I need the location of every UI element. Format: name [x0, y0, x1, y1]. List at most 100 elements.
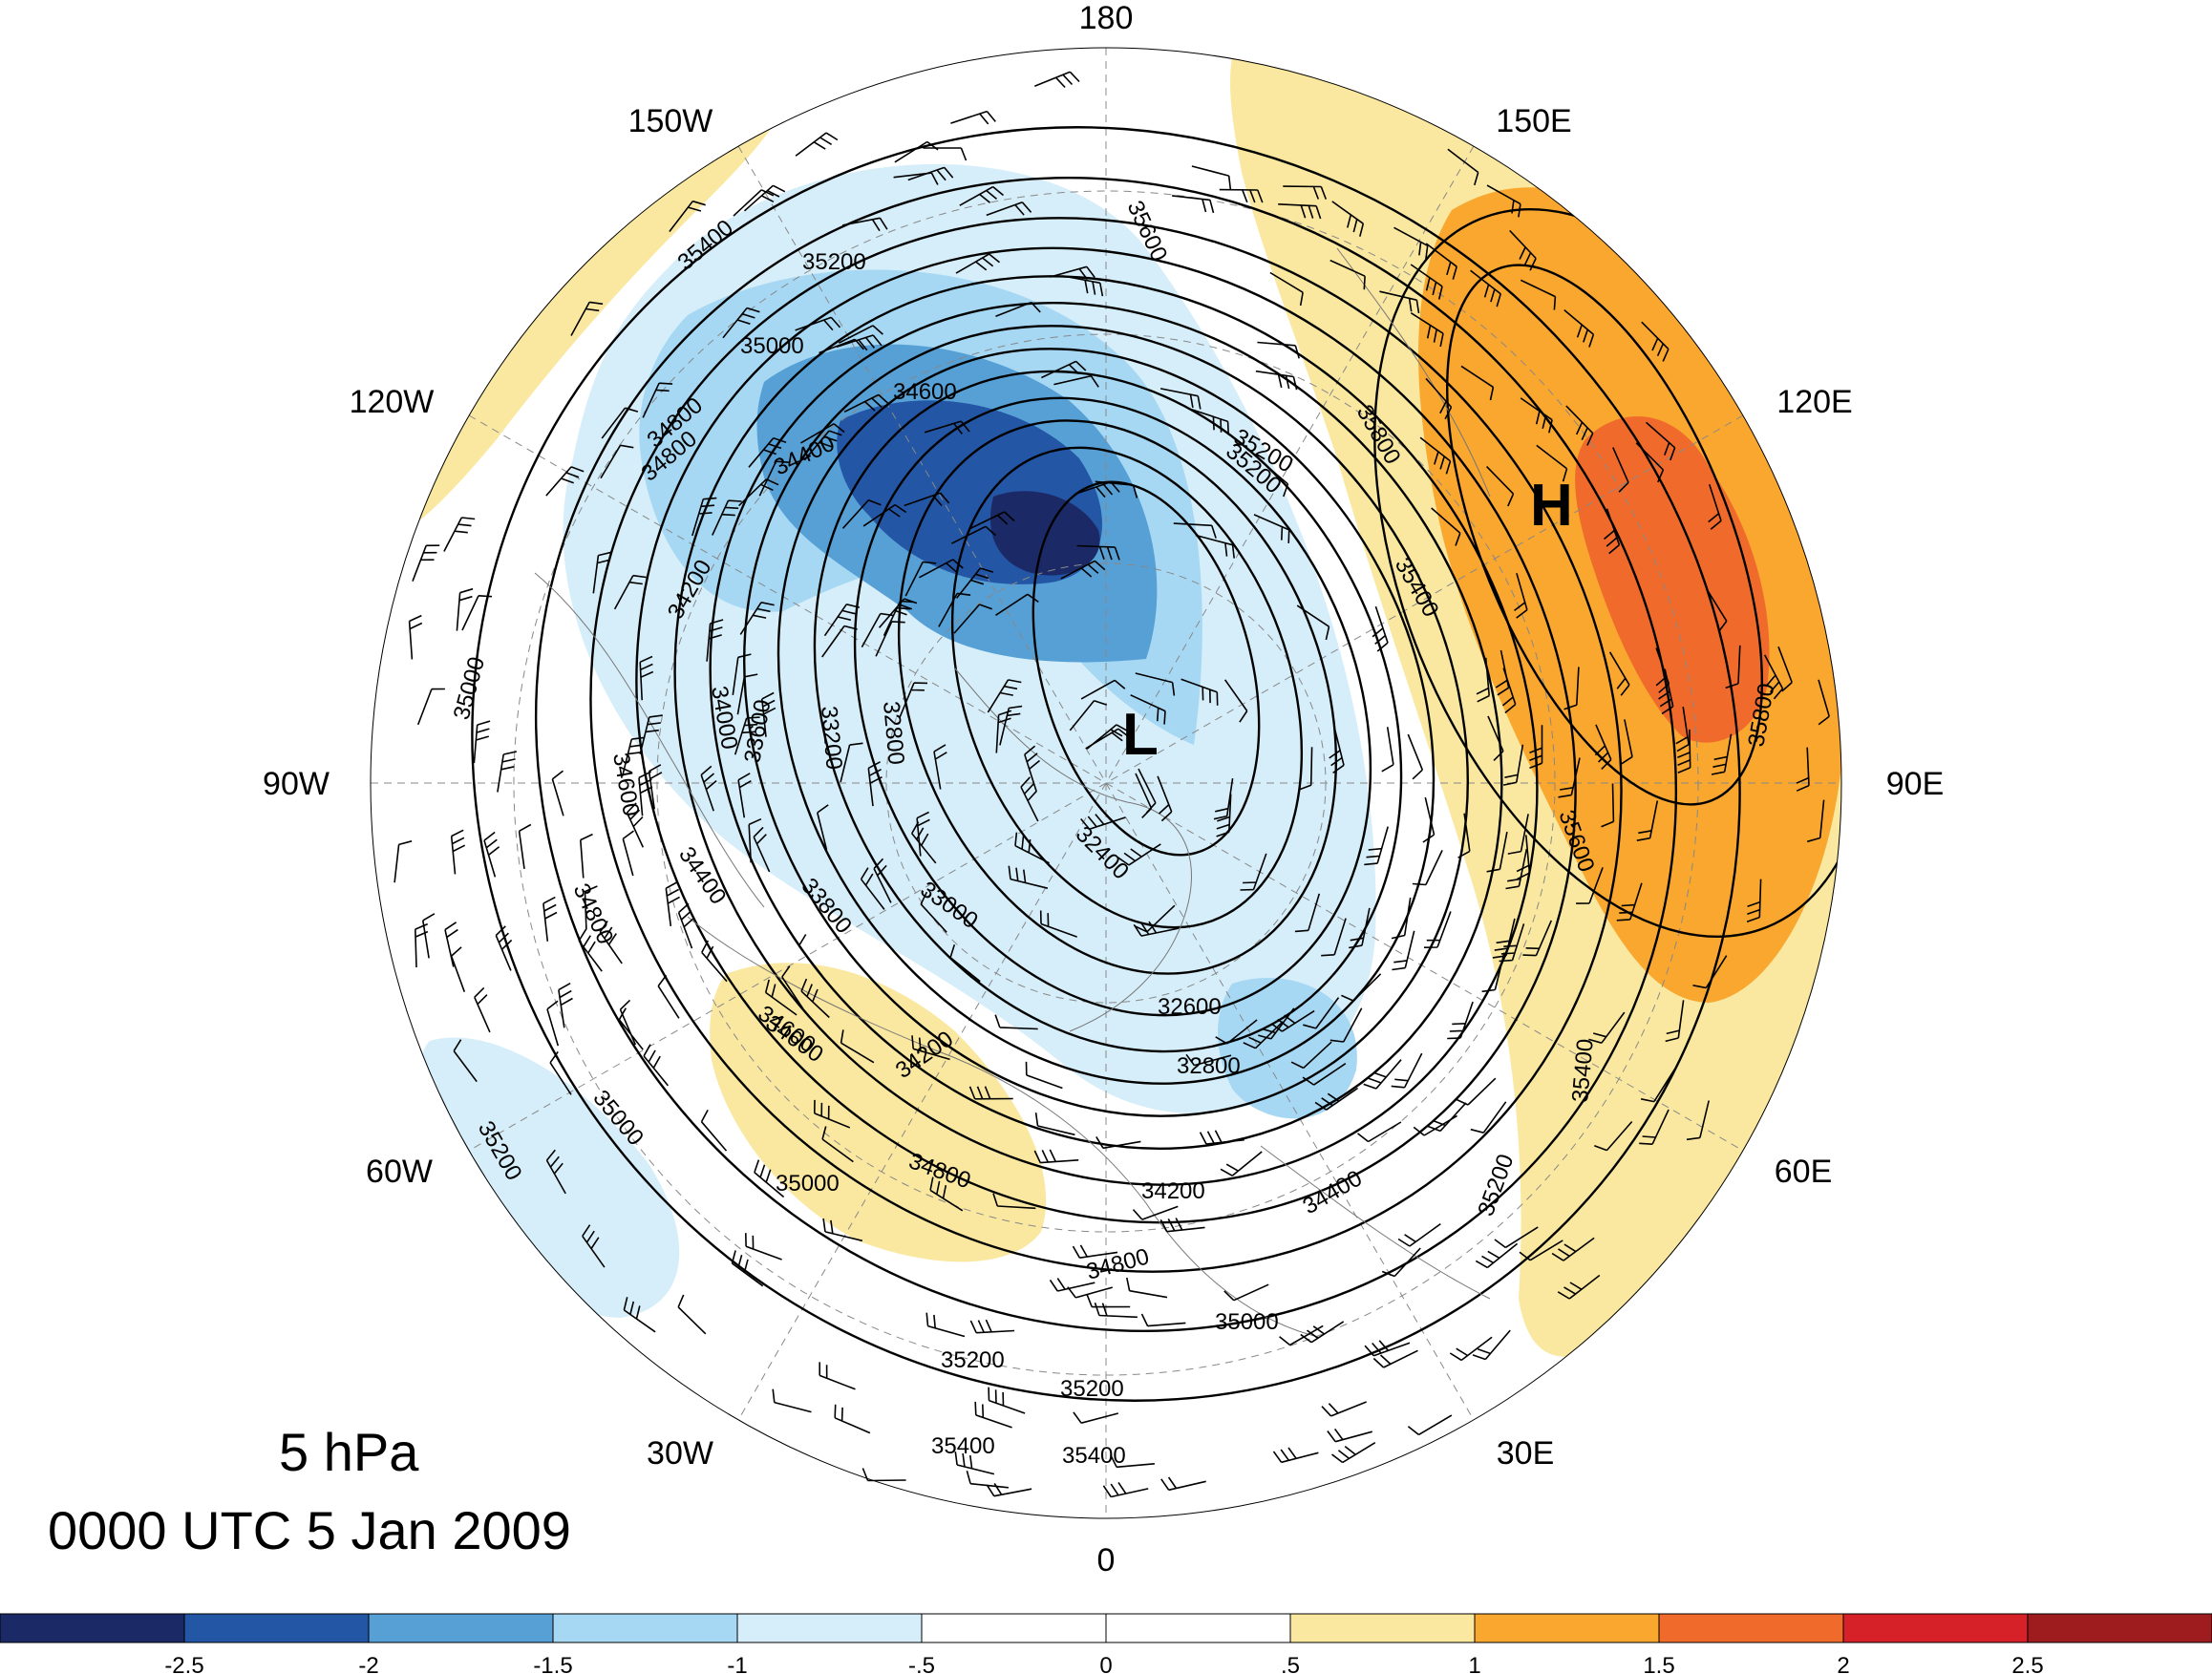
contour-label: 34600 [893, 379, 957, 405]
wind-barb [795, 132, 839, 157]
wind-barb [1095, 480, 1138, 498]
wind-barb [642, 382, 673, 418]
lon-label-60w: 60W [366, 1154, 433, 1190]
wind-barb [743, 184, 786, 212]
wind-barb [1341, 973, 1382, 1002]
wind-barb [1126, 1277, 1168, 1299]
wind-barb [953, 604, 992, 634]
anomaly-region-neg-small [1218, 978, 1357, 1119]
wind-barb [1094, 1302, 1138, 1319]
contour-label: 35200 [941, 1347, 1005, 1373]
lon-label-150w: 150W [628, 103, 713, 139]
wind-barb [823, 604, 861, 637]
wind-barb [861, 612, 894, 647]
wind-barb [1220, 1151, 1263, 1176]
wind-barb [1379, 290, 1420, 314]
wind-barb [691, 497, 717, 537]
wind-barb [1302, 1063, 1347, 1086]
wind-barb [613, 574, 647, 610]
wind-barb [1603, 508, 1621, 555]
wind-barb [1331, 201, 1365, 237]
wind-barb [549, 1050, 572, 1095]
wind-barb [623, 1297, 656, 1333]
wind-barb [949, 944, 981, 983]
wind-barb [1476, 657, 1490, 703]
colorbar-tick-label: 1 [1468, 1653, 1480, 1674]
wind-barb [1049, 265, 1095, 281]
high-center-label: H [1530, 473, 1573, 539]
wind-barb [1412, 850, 1443, 886]
wind-barb [665, 880, 680, 926]
wind-barb [582, 1224, 606, 1268]
wind-barb [1372, 1349, 1418, 1368]
wind-barb [1423, 911, 1452, 948]
wind-barb [817, 804, 829, 850]
colorbar-swatch [1105, 1613, 1291, 1643]
wind-barb [748, 436, 787, 468]
wind-barb [1558, 757, 1581, 798]
wind-barb [1329, 1007, 1363, 1043]
wind-barb [1172, 195, 1215, 214]
anomaly-region-pos3 [1575, 416, 1770, 743]
wind-barb [1067, 1286, 1114, 1299]
colorbar-swatch [2027, 1613, 2212, 1643]
wind-barb [1069, 700, 1108, 731]
wind-barb [904, 492, 950, 507]
wind-barb [974, 1401, 1012, 1429]
wind-barb [618, 1007, 644, 1050]
coastlines [534, 247, 1491, 1338]
wind-barb [1481, 952, 1505, 993]
wind-barb [1102, 1481, 1149, 1498]
wind-barb [722, 307, 760, 339]
wind-barb [920, 891, 947, 933]
wind-barb [1522, 920, 1553, 957]
wind-barb [600, 444, 634, 479]
wind-barb [1080, 679, 1126, 700]
wind-barb [1620, 719, 1633, 765]
wind-barb [416, 688, 445, 726]
wind-barb [1763, 654, 1784, 700]
wind-barb [1020, 776, 1039, 822]
wind-barb [1173, 522, 1217, 539]
wind-barb [738, 478, 779, 507]
wind-barb [1806, 799, 1825, 843]
wind-barb [734, 716, 760, 755]
wind-barb [1777, 646, 1793, 692]
wind-barb [814, 1099, 851, 1129]
wind-barb [834, 1404, 871, 1434]
wind-barb [1303, 997, 1340, 1029]
wind-barb [819, 1362, 856, 1390]
wind-barb [1427, 1102, 1467, 1133]
wind-barb [1509, 229, 1537, 271]
colorbar-tick-label: 2.5 [2011, 1653, 2043, 1674]
wind-barb [1616, 882, 1643, 922]
wind-barb [1588, 1011, 1626, 1044]
wind-barb [408, 614, 423, 660]
longitude-labels: 180 150E 120E 90E 60E 30E 0 30W 60W 90W … [263, 0, 1944, 1579]
wind-barb [1223, 679, 1248, 723]
wind-barb [1422, 796, 1436, 843]
wind-barb [911, 821, 937, 864]
wind-barb [1024, 745, 1041, 792]
wind-barb [840, 742, 863, 783]
wind-barb [1258, 1007, 1295, 1040]
anomaly-region-pos-pacific [392, 105, 783, 535]
wind-barb [795, 316, 841, 331]
wind-barb [1185, 1053, 1232, 1067]
colorbar: -2.5 -2 -1.5 -1 -.5 0 .5 1 1.5 2 2.5 [0, 1613, 2212, 1674]
lon-label-30e: 30E [1497, 1435, 1555, 1472]
wind-barb [1053, 374, 1099, 388]
colorbar-tick-label: -2 [358, 1653, 378, 1674]
wind-barb [754, 1159, 785, 1198]
contour-label: 35000 [1215, 1309, 1279, 1335]
wind-barb [1641, 321, 1670, 362]
wind-barb [706, 619, 724, 662]
colorbar-swatch [552, 1613, 738, 1643]
wind-barb [1110, 1454, 1155, 1469]
wind-barb [873, 858, 892, 903]
wind-barb [1492, 918, 1516, 959]
wind-barb [1796, 747, 1810, 792]
wind-barb [1159, 1218, 1205, 1233]
colorbar-swatch [0, 1613, 185, 1643]
wind-barb [764, 979, 798, 1016]
